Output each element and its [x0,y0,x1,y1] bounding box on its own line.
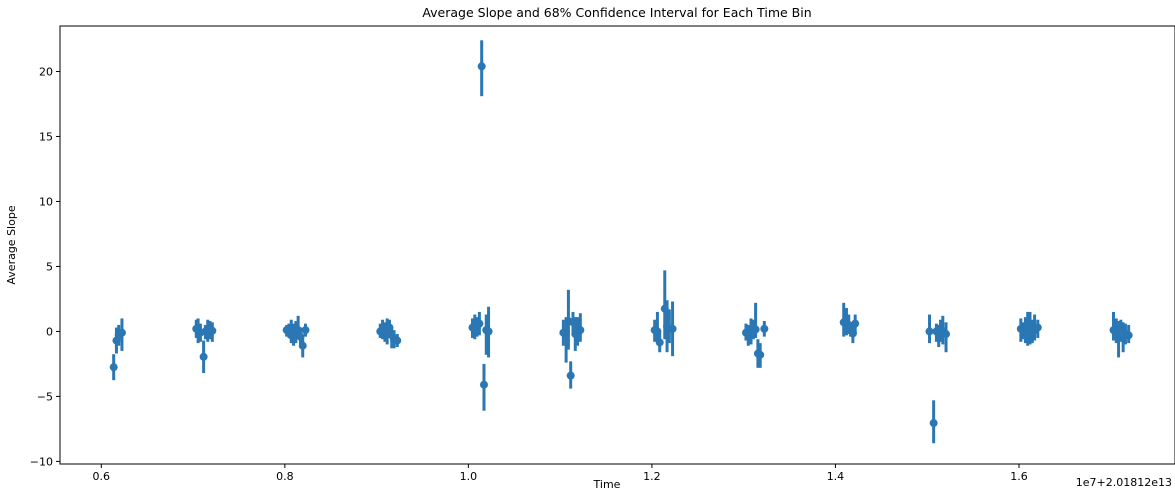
chart-title: Average Slope and 68% Confidence Interva… [422,5,811,20]
y-tick-label: 10 [39,195,53,208]
data-point [298,341,307,350]
data-point [942,330,951,339]
y-tick-label: −10 [30,455,53,468]
data-point [296,332,305,341]
data-point [660,304,669,313]
y-axis: −10 −5 0 5 10 15 20 [30,65,60,468]
data-point [655,338,664,347]
y-axis-label: Average Slope [5,205,18,284]
data-point [1033,323,1042,332]
data-point [925,327,934,336]
y-tick-label: 0 [46,325,53,338]
data-point [576,326,585,335]
x-tick-label: 1.2 [643,470,661,483]
x-tick-label: 1.4 [827,470,845,483]
x-tick-label: 1.6 [1010,470,1028,483]
data-point [109,363,118,372]
data-point [566,371,575,380]
x-tick-label: 1.0 [460,470,478,483]
data-point [393,336,402,345]
x-axis: 0.6 0.8 1.0 1.2 1.4 1.6 [93,464,1028,483]
y-tick-label: −5 [37,390,53,403]
data-point [751,325,760,334]
data-point [562,327,571,336]
y-tick-label: 15 [39,130,53,143]
data-point [208,326,217,335]
x-axis-offset-label: 1e7+2.01812e13 [1076,476,1172,489]
y-tick-label: 20 [39,65,53,78]
data-point [756,350,765,359]
data-point [199,352,208,361]
x-tick-label: 0.8 [276,470,294,483]
data-point [301,326,310,335]
data-point [760,324,769,333]
data-point [475,319,484,328]
data-marks [109,40,1133,444]
data-point [117,328,126,337]
plot-frame [59,25,1175,465]
x-tick-label: 0.6 [93,470,111,483]
y-tick-label: 5 [46,260,53,273]
data-point [929,419,938,428]
data-point [385,323,394,332]
data-point [477,62,486,71]
data-point [484,327,493,336]
x-axis-label: Time [593,478,621,491]
data-point [294,326,303,335]
data-point [568,318,577,327]
data-point [479,380,488,389]
data-point [668,324,677,333]
data-point [1124,331,1133,340]
data-point [851,319,860,328]
data-point [653,327,662,336]
data-point [848,329,857,338]
